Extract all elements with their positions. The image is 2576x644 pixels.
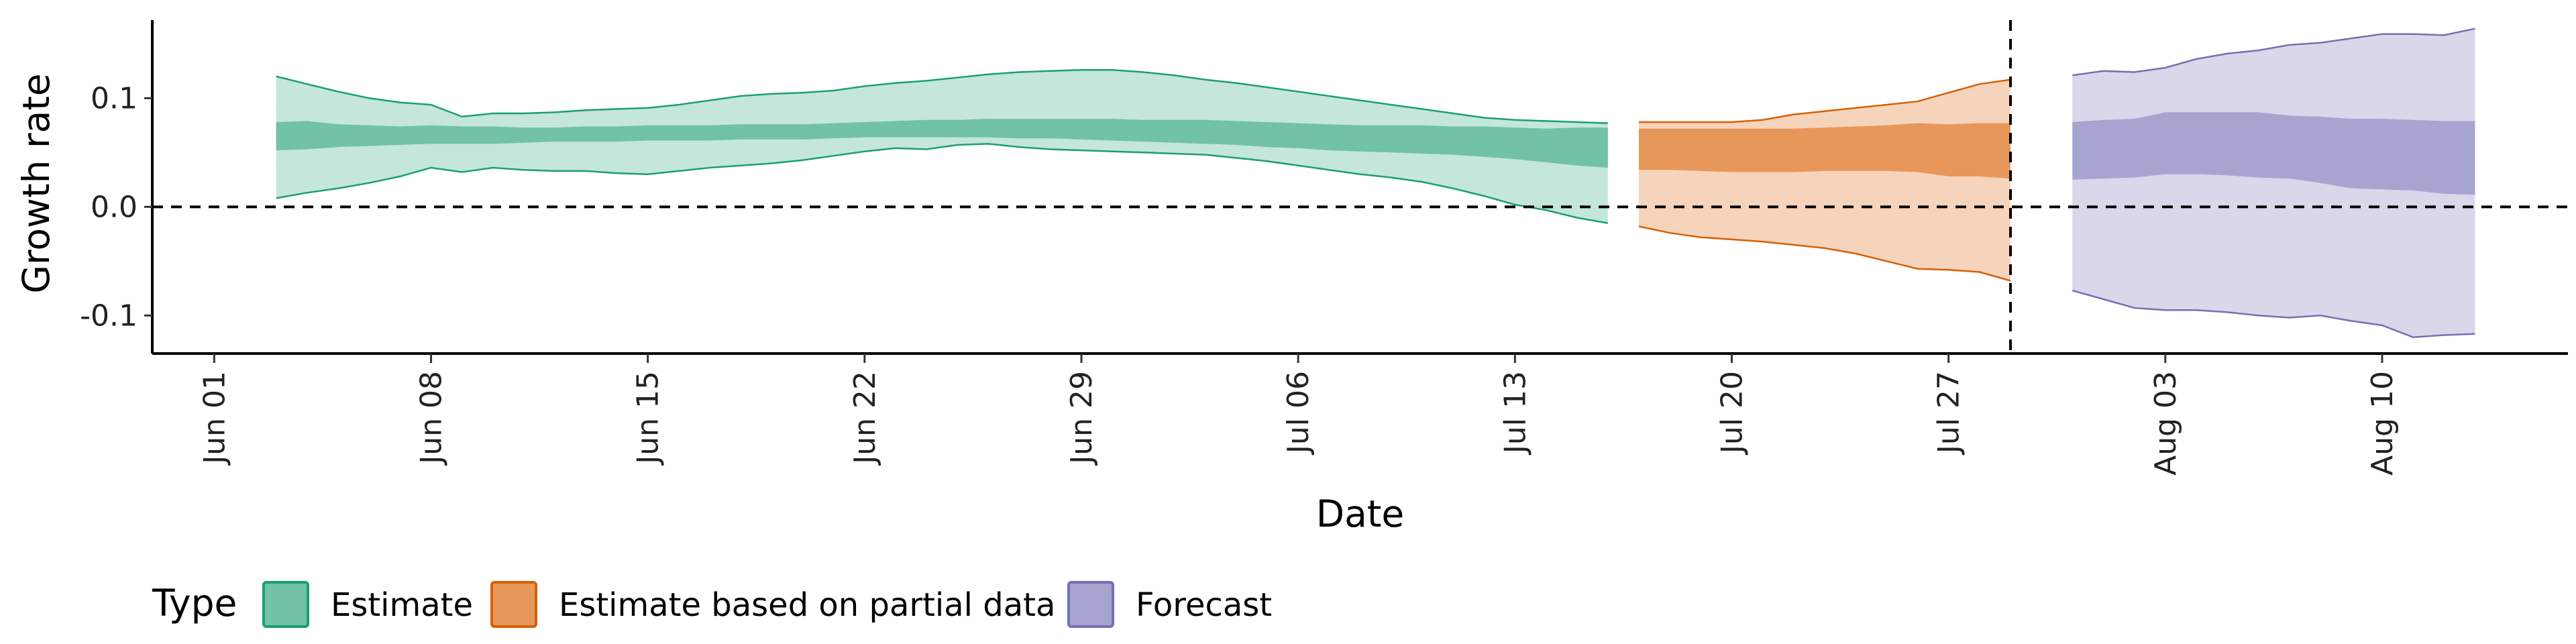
legend-label-forecast: Forecast: [1136, 586, 1272, 624]
x-tick-label: Jun 22: [848, 371, 882, 466]
legend-title: Type: [152, 582, 237, 625]
x-tick-label: Jul 13: [1498, 371, 1532, 455]
x-tick-label: Aug 03: [2149, 371, 2183, 476]
band-edge-lower-estimate: [276, 143, 1609, 224]
axes: 0.1 0.0 -0.1 Jun 01 Jun 08 Jun 15 Jun 22 Jun 29…: [15, 20, 2568, 535]
legend-key-estimate: [262, 581, 309, 628]
y-tick-label: 0.1: [91, 81, 138, 115]
x-tick-label: Jun 29: [1065, 371, 1099, 466]
band-50-estimate: [276, 119, 1608, 168]
x-tick-label: Jul 06: [1281, 371, 1316, 455]
band-edge-lower-forecast: [2072, 289, 2475, 338]
band-edge-upper-estimate-based-on-partial-data: [1639, 78, 2011, 123]
band-90-estimate-based-on-partial-data: [1639, 79, 2010, 281]
x-tick-label: Jul 27: [1932, 371, 1966, 455]
legend-key-forecast: [1067, 581, 1114, 628]
reference-lines: [152, 20, 2568, 354]
band-edge-upper-forecast: [2072, 28, 2475, 76]
x-tick-label: Aug 10: [2365, 371, 2400, 476]
legend-label-estimate-based-on-partial-data: Estimate based on partial data: [559, 586, 1055, 624]
y-tick-label: 0.0: [91, 190, 138, 224]
band-layer: [276, 28, 2475, 338]
x-axis-title: Date: [1316, 492, 1404, 535]
band-50-forecast: [2072, 112, 2475, 195]
legend-label-estimate: Estimate: [331, 586, 473, 624]
band-50-estimate-based-on-partial-data: [1639, 123, 2010, 179]
band-edge-lower-estimate-based-on-partial-data: [1638, 225, 2011, 282]
y-tick-label: -0.1: [80, 299, 138, 333]
y-axis-title: Growth rate: [15, 73, 58, 293]
x-tick-label: Jul 20: [1715, 371, 1750, 455]
x-tick-label: Jun 01: [197, 371, 231, 466]
x-tick-label: Jun 08: [415, 371, 449, 466]
band-edge-upper-estimate: [276, 68, 1608, 124]
legend: Type Estimate Estimate based on partial da…: [152, 581, 1272, 628]
x-tick-label: Jun 15: [631, 371, 665, 466]
legend-key-estimate-based-on-partial-data: [490, 581, 537, 628]
band-90-forecast: [2072, 28, 2475, 337]
